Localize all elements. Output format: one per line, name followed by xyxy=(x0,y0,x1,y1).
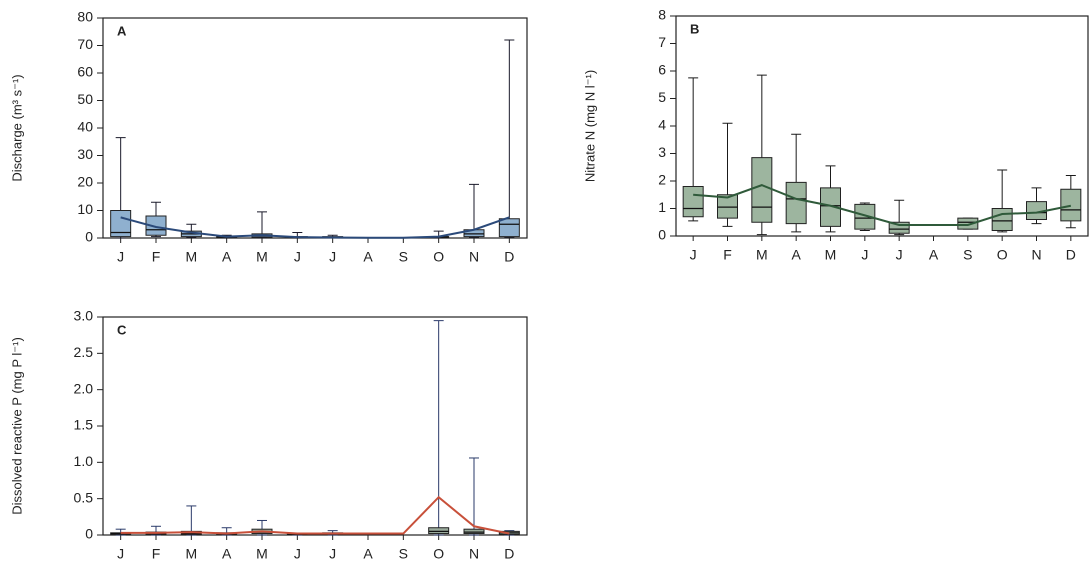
box xyxy=(820,187,841,227)
y-tick-label: 50 xyxy=(77,91,93,107)
x-tick-label: M xyxy=(756,247,768,263)
x-tick-label: D xyxy=(504,249,514,265)
y-tick-label: 5 xyxy=(658,89,666,105)
box xyxy=(888,221,910,234)
box xyxy=(957,217,979,230)
y-tick-label: 0 xyxy=(85,526,93,542)
x-tick-label: J xyxy=(329,546,336,561)
x-tick-label: A xyxy=(791,247,801,263)
x-tick-label: A xyxy=(363,249,373,265)
x-tick-label: M xyxy=(256,546,268,561)
y-tick-label: 3.0 xyxy=(74,308,94,324)
y-axis-label: Dissolved reactive P (mg P l⁻¹) xyxy=(9,337,24,515)
x-tick-label: M xyxy=(185,249,197,265)
x-tick-label: A xyxy=(929,247,939,263)
panel-label: C xyxy=(117,322,127,337)
box xyxy=(1060,188,1082,222)
y-tick-label: 80 xyxy=(77,9,93,25)
x-tick-label: M xyxy=(825,247,837,263)
y-axis-label: Discharge (m³ s⁻¹) xyxy=(9,74,24,181)
x-tick-label: D xyxy=(1066,247,1076,263)
y-tick-label: 6 xyxy=(658,62,666,78)
y-tick-label: 30 xyxy=(77,146,93,162)
x-tick-label: D xyxy=(504,546,514,561)
x-tick-label: J xyxy=(861,247,868,263)
x-tick-label: F xyxy=(723,247,732,263)
y-tick-label: 4 xyxy=(658,117,666,133)
y-tick-label: 0 xyxy=(85,229,93,245)
y-tick-label: 8 xyxy=(658,7,666,23)
y-tick-label: 1.0 xyxy=(74,453,94,469)
y-tick-label: 60 xyxy=(77,64,93,80)
x-tick-label: A xyxy=(222,546,232,561)
x-tick-label: N xyxy=(1031,247,1041,263)
y-tick-label: 2.0 xyxy=(74,380,94,396)
box xyxy=(110,210,132,238)
x-tick-label: O xyxy=(997,247,1008,263)
x-tick-label: F xyxy=(152,249,161,265)
mean-line xyxy=(120,495,510,535)
box xyxy=(717,194,738,219)
y-tick-label: 0.5 xyxy=(74,489,94,505)
y-tick-label: 2.5 xyxy=(74,344,94,360)
box xyxy=(854,203,876,230)
x-tick-label: N xyxy=(469,249,479,265)
x-tick-label: S xyxy=(399,546,408,561)
x-tick-label: F xyxy=(152,546,161,561)
y-tick-label: 1.5 xyxy=(74,417,94,433)
box xyxy=(751,157,773,223)
box xyxy=(428,527,450,535)
panel-label: B xyxy=(690,21,699,36)
y-tick-label: 0 xyxy=(658,227,666,243)
x-tick-label: O xyxy=(433,546,444,561)
y-tick-label: 20 xyxy=(77,174,93,190)
box xyxy=(498,218,520,238)
y-tick-label: 40 xyxy=(77,119,93,135)
y-tick-label: 1 xyxy=(658,199,666,215)
x-tick-label: J xyxy=(294,249,301,265)
y-axis-label: Nitrate N (mg N l⁻¹) xyxy=(582,70,597,182)
x-tick-label: M xyxy=(256,249,268,265)
box xyxy=(145,215,167,236)
x-tick-label: O xyxy=(433,249,444,265)
plot-frame xyxy=(102,316,528,536)
y-tick-label: 70 xyxy=(77,36,93,52)
box xyxy=(463,528,485,535)
mean-line xyxy=(120,216,510,239)
y-tick-label: 7 xyxy=(658,34,666,50)
x-tick-label: M xyxy=(185,546,197,561)
y-tick-label: 10 xyxy=(77,201,93,217)
x-tick-label: J xyxy=(690,247,697,263)
x-tick-label: S xyxy=(963,247,972,263)
x-tick-label: J xyxy=(117,249,124,265)
box xyxy=(991,208,1013,231)
box xyxy=(682,186,704,218)
x-tick-label: S xyxy=(399,249,408,265)
y-tick-label: 2 xyxy=(658,172,666,188)
x-tick-label: A xyxy=(363,546,373,561)
panel-label: A xyxy=(117,23,127,38)
x-tick-label: J xyxy=(294,546,301,561)
y-tick-label: 3 xyxy=(658,144,666,160)
x-tick-label: J xyxy=(329,249,336,265)
x-tick-label: J xyxy=(896,247,903,263)
plot-frame xyxy=(102,17,528,239)
mean-line xyxy=(693,184,1072,226)
box xyxy=(785,181,807,225)
x-tick-label: N xyxy=(469,546,479,561)
x-tick-label: J xyxy=(117,546,124,561)
x-tick-label: A xyxy=(222,249,232,265)
